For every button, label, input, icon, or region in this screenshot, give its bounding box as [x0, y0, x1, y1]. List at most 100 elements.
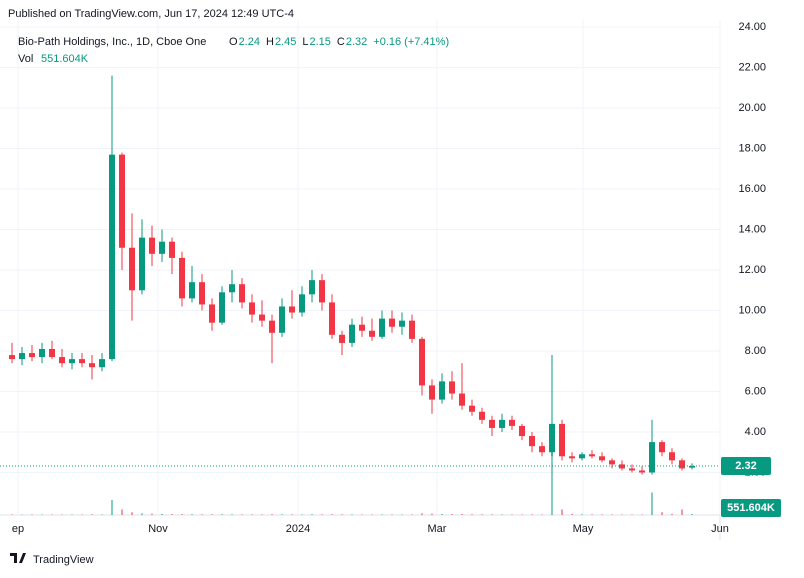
- legend-value: 2.24: [239, 36, 260, 48]
- brand: TradingView: [33, 554, 94, 566]
- candle-body: [129, 247, 135, 291]
- volume-bar: [211, 514, 213, 515]
- x-tick-label: Mar: [428, 523, 447, 535]
- published: Published on TradingView.com, Jun 17, 20…: [8, 8, 294, 20]
- candle-body: [409, 320, 415, 339]
- volume-bar: [421, 513, 423, 515]
- candle-body: [109, 154, 115, 360]
- candle-body: [399, 320, 405, 327]
- brand-logo: [10, 553, 26, 563]
- volume-bar: [691, 513, 693, 515]
- volume-bar: [171, 514, 173, 515]
- volume-bar: [551, 440, 553, 515]
- candle-body: [269, 320, 275, 333]
- y-tick-label: 20.00: [738, 102, 766, 114]
- candle-body: [539, 446, 545, 453]
- y-tick-label: 8.00: [745, 345, 766, 357]
- volume-bar: [541, 514, 543, 515]
- candle-body: [99, 359, 105, 368]
- y-tick-label: 22.00: [738, 61, 766, 73]
- candle-body: [259, 314, 265, 321]
- candle-body: [79, 359, 85, 364]
- volume-bar: [301, 514, 303, 515]
- candle-body: [29, 353, 35, 358]
- candle-body: [139, 237, 145, 291]
- candle-body: [549, 423, 555, 453]
- candle-body: [429, 385, 435, 400]
- volume-bar: [671, 513, 673, 515]
- candle-body: [309, 280, 315, 295]
- volume-bar: [501, 514, 503, 515]
- volume-bar: [371, 514, 373, 515]
- candle-body: [419, 338, 425, 386]
- candle-body: [389, 318, 395, 327]
- candle-body: [209, 304, 215, 323]
- volume-bar: [451, 514, 453, 515]
- y-tick-label: 24.00: [738, 21, 766, 33]
- candle-body: [449, 381, 455, 394]
- candle-body: [239, 284, 245, 303]
- volume-bar: [31, 514, 33, 515]
- volume-bar: [331, 514, 333, 515]
- volume-bar: [431, 513, 433, 515]
- y-tick-label: 14.00: [738, 223, 766, 235]
- candle-body: [329, 302, 335, 335]
- candle-body: [589, 454, 595, 457]
- candle-body: [199, 282, 205, 305]
- candle-body: [599, 456, 605, 461]
- candle-body: [499, 419, 505, 428]
- legend-key: H: [266, 36, 274, 48]
- volume-bar: [641, 514, 643, 515]
- candle-body: [249, 302, 255, 315]
- volume-bar: [511, 514, 513, 515]
- volume-bar: [561, 509, 563, 515]
- candle-body: [189, 282, 195, 299]
- last-price-badge: [721, 457, 771, 476]
- y-tick-label: 10.00: [738, 304, 766, 316]
- volume-bar: [191, 514, 193, 515]
- volume-bar: [631, 514, 633, 515]
- candle-body: [9, 355, 15, 360]
- volume-bar: [11, 514, 13, 515]
- volume-bar: [651, 492, 653, 515]
- candle-body: [319, 280, 325, 303]
- volume-bar: [391, 514, 393, 515]
- volume-bar: [481, 514, 483, 515]
- candle-body: [369, 330, 375, 337]
- volume-bar: [341, 514, 343, 515]
- x-tick-label: 2024: [286, 523, 310, 535]
- candle-body: [519, 425, 525, 437]
- volume-bar: [581, 514, 583, 515]
- volume-value: 551.604K: [41, 53, 89, 65]
- volume-bar: [121, 509, 123, 515]
- volume-bar: [151, 513, 153, 515]
- volume-bar: [181, 514, 183, 515]
- volume-bar: [591, 514, 593, 515]
- candle-body: [19, 353, 25, 360]
- candle-body: [469, 405, 475, 412]
- candle-body: [119, 154, 125, 248]
- candle-body: [339, 334, 345, 343]
- volume-bar: [101, 514, 103, 515]
- y-tick-label: 6.00: [745, 385, 766, 397]
- volume-bar: [661, 512, 663, 515]
- volume-bar: [351, 514, 353, 515]
- volume-bar: [41, 514, 43, 515]
- volume-bar: [381, 514, 383, 515]
- candle-body: [609, 460, 615, 465]
- volume-bar: [131, 512, 133, 515]
- candle-body: [439, 381, 445, 400]
- volume-badge-label: 551.604K: [727, 502, 775, 514]
- change: +0.16 (+7.41%): [373, 36, 449, 48]
- volume-bar: [231, 514, 233, 515]
- candle-body: [289, 306, 295, 313]
- candle-body: [639, 470, 645, 473]
- x-tick-label: May: [573, 523, 594, 535]
- volume-bar: [681, 509, 683, 515]
- y-tick-label: 4.00: [745, 426, 766, 438]
- candle-body: [649, 442, 655, 473]
- volume-bar: [221, 514, 223, 515]
- volume-title: Vol: [18, 53, 33, 65]
- candle-body: [69, 359, 75, 364]
